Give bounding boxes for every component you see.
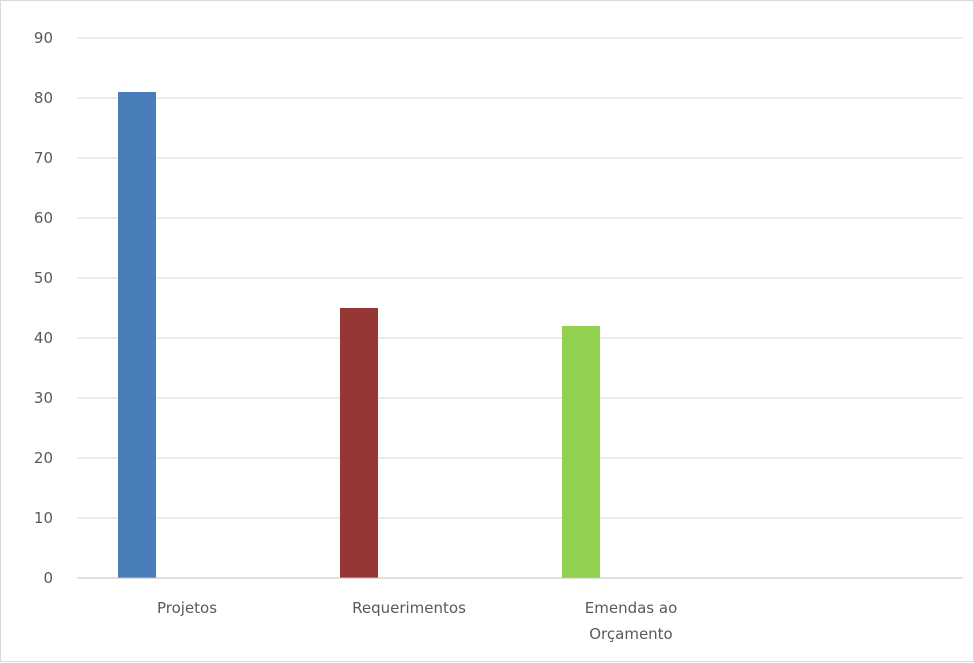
bar-projetos (118, 92, 156, 578)
y-tick-label: 60 (34, 209, 53, 227)
y-axis-tick-labels: 0 10 20 30 40 50 60 70 80 90 (34, 29, 53, 587)
y-tick-label: 20 (34, 449, 53, 467)
y-tick-label: 70 (34, 149, 53, 167)
bar-emendas-ao-or-amento (562, 326, 600, 578)
x-category-label: Requerimentos (352, 599, 466, 617)
x-category-label: Projetos (157, 599, 217, 617)
gridlines (77, 37, 963, 519)
y-tick-label: 0 (43, 569, 53, 587)
bar-requerimentos (340, 308, 378, 578)
y-tick-label: 90 (34, 29, 53, 47)
y-tick-label: 30 (34, 389, 53, 407)
x-axis-category-labels: Projetos Requerimentos Emendas ao Orçamento (157, 599, 677, 643)
y-tick-label: 50 (34, 269, 53, 287)
y-tick-label: 40 (34, 329, 53, 347)
y-tick-label: 10 (34, 509, 53, 527)
y-tick-label: 80 (34, 89, 53, 107)
bars (118, 92, 600, 578)
x-category-label: Emendas ao Orçamento (585, 599, 678, 643)
